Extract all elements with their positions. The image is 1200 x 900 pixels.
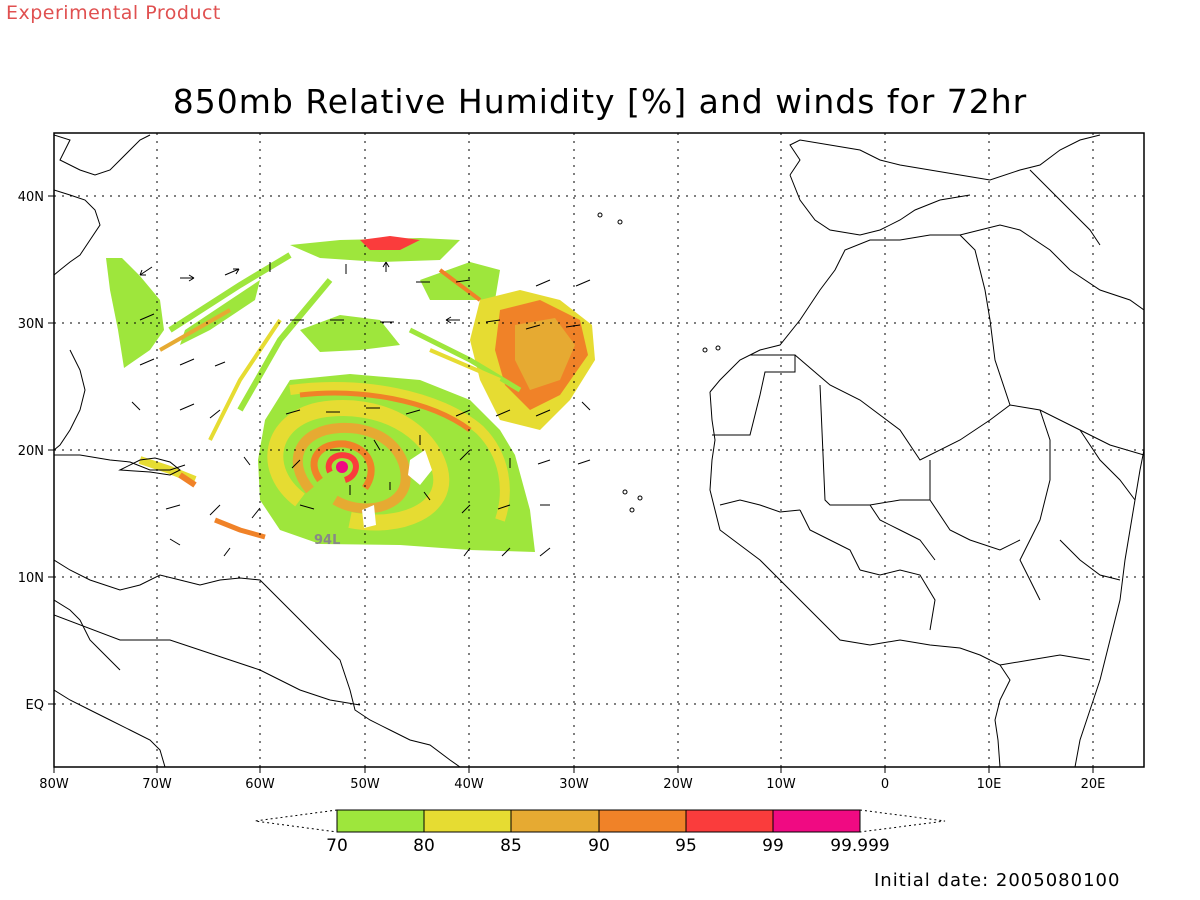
lat-tick-label: 20N [18, 444, 44, 459]
humidity-field [106, 236, 595, 552]
lat-tick-label: 30N [18, 317, 44, 332]
colorbar-label: 99 [762, 836, 784, 856]
lon-tick-label: 80W [39, 777, 69, 792]
lon-tick-label: 0 [881, 777, 889, 792]
colorbar-label: 70 [326, 836, 348, 856]
colorbar-swatch [510, 809, 600, 833]
wind-arrows [131, 261, 591, 557]
lon-tick-label: 60W [245, 777, 275, 792]
grid-lines [54, 133, 1144, 767]
colorbar-swatch [336, 809, 425, 833]
colorbar-label: 80 [413, 836, 435, 856]
lon-tick-label: 10E [977, 777, 1002, 792]
lat-tick-label: EQ [26, 698, 44, 713]
lat-tick-label: 40N [18, 190, 44, 205]
lon-tick-label: 20E [1081, 777, 1106, 792]
colorbar-label: 99.999 [830, 836, 889, 856]
colorbar-label: 95 [675, 836, 697, 856]
colorbar-swatch [598, 809, 687, 833]
lon-tick-label: 20W [663, 777, 693, 792]
colorbar-label: 90 [588, 836, 610, 856]
lat-tick-label: 10N [18, 571, 44, 586]
humidity-region-green-nw [106, 258, 164, 368]
lon-tick-label: 30W [559, 777, 589, 792]
humidity-band-yellow [267, 400, 450, 531]
colorbar: 70 80 85 90 95 99 99.999 [254, 809, 946, 856]
colorbar-label: 85 [500, 836, 522, 856]
lon-tick-label: 70W [142, 777, 172, 792]
lon-tick-label: 40W [454, 777, 484, 792]
colorbar-swatch [423, 809, 512, 833]
map-title: 850mb Relative Humidity [%] and winds fo… [172, 82, 1028, 121]
experimental-product-label: Experimental Product [6, 2, 221, 24]
storm-label: 94L [314, 533, 340, 548]
initial-date: Initial date: 2005080100 [874, 870, 1121, 891]
lon-tick-label: 50W [350, 777, 380, 792]
lon-tick-label: 10W [766, 777, 796, 792]
coastlines [54, 134, 1144, 767]
colorbar-swatch [772, 809, 861, 833]
colorbar-swatch [685, 809, 774, 833]
